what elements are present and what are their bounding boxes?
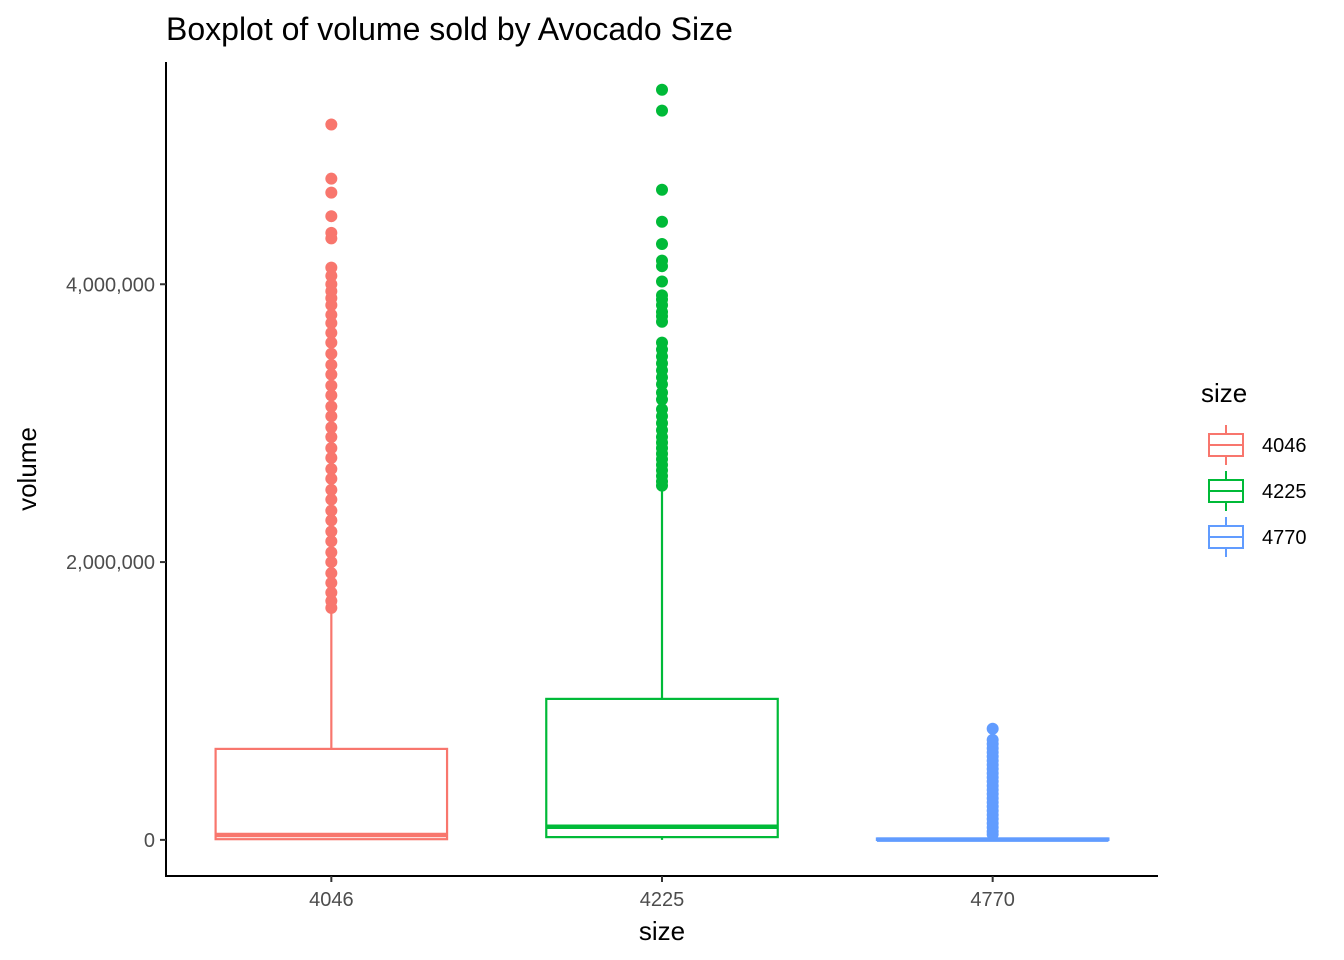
outlier-point-4225-13	[656, 315, 668, 328]
outlier-point-4046-17	[325, 358, 338, 371]
outlier-point-4046-5	[325, 232, 338, 245]
outlier-point-4046-2	[325, 186, 338, 199]
outlier-point-4225-4	[656, 237, 668, 250]
box-4046	[214, 118, 449, 841]
outlier-point-4046-29	[325, 483, 338, 496]
outlier-point-4046-18	[325, 368, 338, 381]
legend-item-4046: 4046	[1208, 425, 1307, 465]
outlier-point-4046-34	[325, 535, 338, 548]
outlier-point-4046-19	[325, 379, 338, 392]
outlier-point-4046-26	[325, 451, 338, 464]
outlier-point-4046-20	[325, 389, 338, 402]
outlier-point-4046-30	[325, 493, 338, 506]
outlier-point-4046-24	[325, 431, 338, 444]
outlier-point-4046-1	[325, 172, 338, 185]
box-body-4225	[545, 697, 779, 839]
outlier-point-4046-22	[325, 410, 338, 423]
outlier-point-4046-36	[325, 556, 338, 569]
y-tick-label-0: 0	[144, 830, 155, 852]
outlier-point-4046-41	[325, 601, 338, 614]
box-body-4046	[214, 747, 449, 841]
box-4770	[875, 722, 1110, 842]
y-tick-label-2: 4,000,000	[66, 274, 155, 296]
x-axis-ticks: 4046 4225 4770	[309, 876, 1015, 911]
legend-item-4770: 4770	[1208, 517, 1307, 557]
outlier-point-4225-36	[656, 479, 668, 492]
legend-label-4225: 4225	[1262, 481, 1307, 503]
outlier-point-4046-3	[325, 210, 338, 223]
box-4225	[545, 83, 779, 840]
outlier-point-4046-6	[325, 261, 338, 274]
outlier-point-4225-6	[656, 260, 668, 273]
outlier-point-4225-3	[656, 215, 668, 228]
outlier-point-4225-20	[656, 378, 668, 391]
legend-label-4046: 4046	[1262, 435, 1307, 457]
y-axis-ticks: 0 2,000,000 4,000,000	[66, 274, 166, 852]
outlier-point-4046-16	[325, 347, 338, 360]
outlier-point-4046-32	[325, 514, 338, 527]
x-tick-label-2: 4770	[970, 889, 1015, 911]
legend-label-4770: 4770	[1262, 527, 1307, 549]
outlier-point-4046-27	[325, 463, 338, 475]
outlier-point-4225-7	[656, 275, 668, 288]
outlier-point-4046-0	[325, 118, 338, 131]
outlier-point-4046-21	[325, 400, 338, 413]
x-tick-label-1: 4225	[640, 889, 685, 911]
outlier-point-4046-28	[325, 472, 338, 485]
legend-item-4225: 4225	[1208, 471, 1307, 511]
outlier-point-4225-2	[656, 183, 668, 196]
outlier-point-4046-25	[325, 442, 338, 455]
outlier-point-4046-38	[325, 576, 338, 589]
outlier-point-4225-0	[656, 83, 668, 96]
outlier-point-4046-12	[325, 308, 338, 321]
plot-area	[214, 83, 1110, 842]
outlier-point-4770-24	[986, 828, 999, 841]
outlier-point-4046-13	[325, 317, 338, 330]
outlier-point-4046-33	[325, 525, 338, 538]
y-tick-label-1: 2,000,000	[66, 552, 155, 574]
outlier-point-4046-23	[325, 421, 338, 434]
outlier-point-4046-11	[325, 299, 338, 312]
legend-items: 4046 4225 4770	[1208, 425, 1307, 557]
outlier-point-4225-22	[656, 393, 668, 406]
outlier-point-4046-7	[325, 269, 338, 282]
y-axis-title: volume	[12, 427, 42, 511]
chart-title: Boxplot of volume sold by Avocado Size	[166, 11, 733, 47]
outlier-point-4046-37	[325, 567, 338, 580]
outlier-point-4046-35	[325, 546, 338, 559]
outlier-point-4225-1	[656, 104, 668, 117]
outlier-point-4046-39	[325, 586, 338, 599]
outlier-point-4770-0	[986, 722, 999, 735]
legend-title: size	[1201, 378, 1247, 408]
x-axis-title: size	[639, 916, 685, 946]
outlier-point-4046-31	[325, 504, 338, 517]
outlier-point-4046-15	[325, 336, 338, 349]
x-tick-label-0: 4046	[309, 889, 354, 911]
legend: size 4046 4225 4770	[1201, 378, 1307, 557]
outlier-point-4046-14	[325, 326, 338, 339]
